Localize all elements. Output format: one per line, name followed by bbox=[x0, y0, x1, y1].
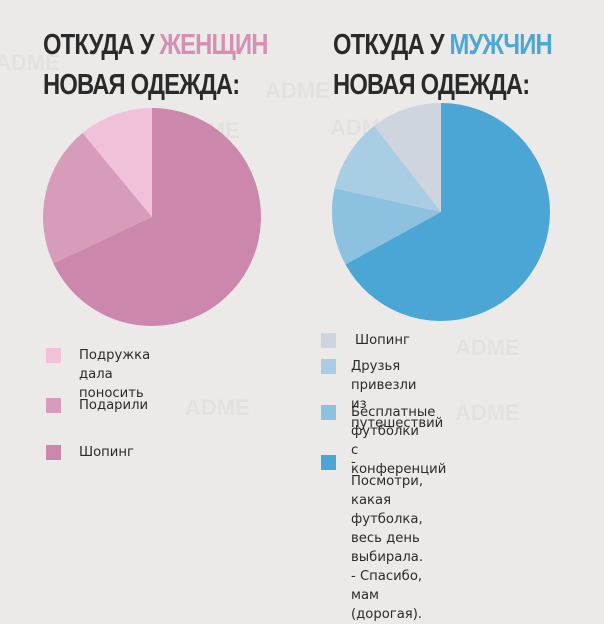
title-line2: НОВАЯ ОДЕЖДА: bbox=[43, 69, 240, 101]
title-highlight: МУЖЧИН bbox=[449, 29, 552, 61]
women-chart-title: ОТКУДА У ЖЕНЩИН НОВАЯ ОДЕЖДА: bbox=[43, 25, 268, 105]
legend-swatch bbox=[46, 445, 61, 460]
legend-label: Подружка дала поносить bbox=[79, 348, 151, 401]
watermark: ADME bbox=[185, 395, 250, 421]
pie-slice bbox=[374, 103, 441, 212]
legend-label: Подарили bbox=[79, 398, 149, 413]
legend-swatch bbox=[46, 398, 61, 413]
legend-label: Бесплатные футболки с конференций bbox=[351, 405, 447, 477]
pie-slice bbox=[53, 108, 261, 326]
legend-swatch bbox=[321, 359, 336, 374]
watermark: ADME bbox=[265, 78, 330, 104]
pie-slice bbox=[332, 188, 441, 265]
title-prefix: ОТКУДА У bbox=[43, 29, 160, 61]
legend-swatch bbox=[46, 348, 61, 363]
legend-swatch bbox=[321, 405, 336, 420]
legend-label: Друзья привезли из путешествий bbox=[351, 359, 444, 431]
legend-label: Шопинг bbox=[79, 445, 134, 460]
title-prefix: ОТКУДА У bbox=[333, 29, 450, 61]
men-pie-chart bbox=[332, 103, 550, 321]
pie-slice bbox=[82, 108, 152, 217]
watermark: ADME bbox=[455, 335, 520, 361]
legend-swatch bbox=[321, 333, 336, 348]
legend-swatch bbox=[321, 455, 336, 470]
title-highlight: ЖЕНЩИН bbox=[159, 29, 268, 61]
legend-label: - Посмотри, какая футболка, весь день вы… bbox=[351, 455, 424, 622]
title-line2: НОВАЯ ОДЕЖДА: bbox=[333, 69, 530, 101]
women-pie-chart bbox=[43, 108, 261, 326]
pie-slice bbox=[43, 133, 153, 264]
pie-slice bbox=[334, 125, 441, 212]
men-chart-title: ОТКУДА У МУЖЧИН НОВАЯ ОДЕЖДА: bbox=[333, 25, 553, 105]
pie-slice bbox=[345, 103, 550, 321]
watermark: ADME bbox=[455, 400, 520, 426]
legend-label: Шопинг bbox=[355, 333, 410, 348]
